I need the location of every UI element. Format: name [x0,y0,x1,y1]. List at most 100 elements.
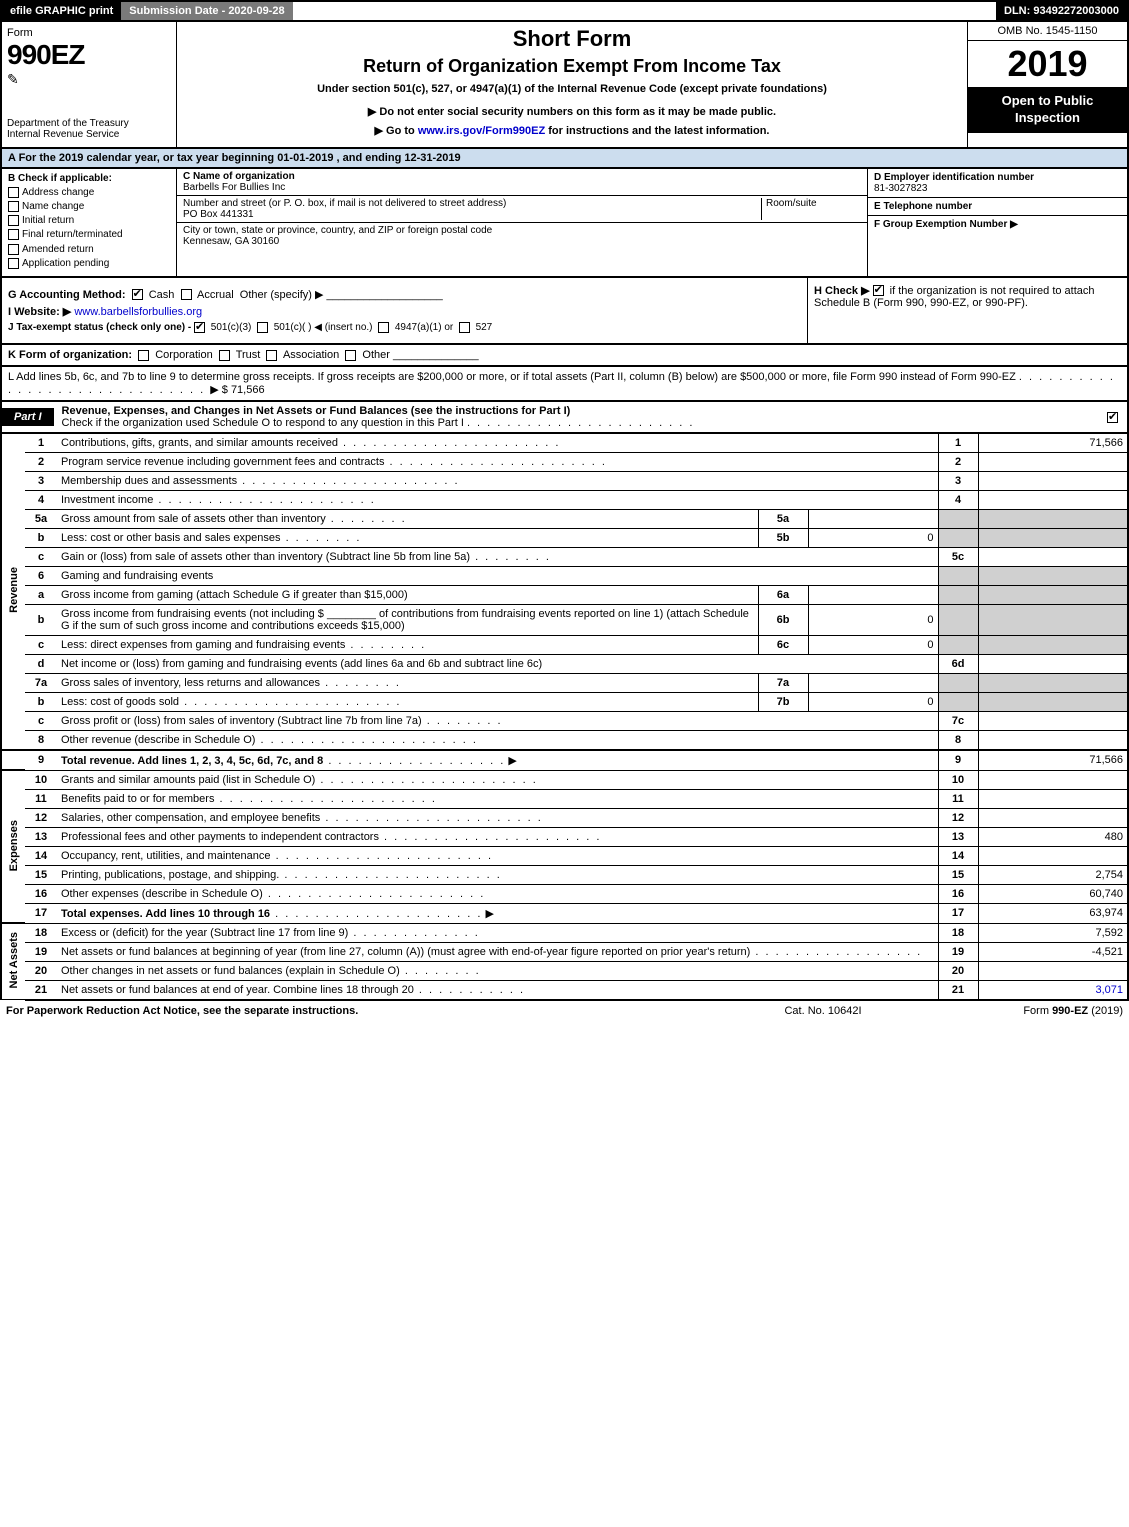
line-21-desc: Net assets or fund balances at end of ye… [57,980,938,1000]
line-6-no: 6 [25,566,57,585]
line-7b-desc: Less: cost of goods sold [57,692,758,711]
line-6a-num-shaded [938,585,978,604]
line-2-val [978,452,1128,471]
row-l: L Add lines 5b, 6c, and 7b to line 9 to … [0,367,1129,402]
line-6c-no: c [25,635,57,654]
line-7a-desc: Gross sales of inventory, less returns a… [57,673,758,692]
line-6c-val-shaded [978,635,1128,654]
line-19-desc: Net assets or fund balances at beginning… [57,942,938,961]
line-14-val [978,846,1128,865]
expenses-side-label: Expenses [1,770,25,923]
line-5b-sub: 5b [758,528,808,547]
part1-tag: Part I [2,408,54,426]
line-15-no: 15 [25,865,57,884]
b-label: B Check if applicable: [8,173,170,184]
line-6b-no: b [25,604,57,635]
e-label: E Telephone number [874,201,1121,212]
line-6d-desc: Net income or (loss) from gaming and fun… [57,654,938,673]
header-center: Short Form Return of Organization Exempt… [177,22,967,147]
col-c-org-info: C Name of organization Barbells For Bull… [177,169,867,276]
check-application-pending[interactable]: Application pending [8,258,170,269]
check-accrual[interactable] [181,289,192,300]
dln-label: DLN: 93492272003000 [996,2,1127,20]
line-18-num: 18 [938,923,978,942]
top-bar: efile GRAPHIC print Submission Date - 20… [0,0,1129,22]
line-21-num: 21 [938,980,978,1000]
line-17-num: 17 [938,903,978,923]
section-ghij: G Accounting Method: Cash Accrual Other … [0,278,1129,345]
line-15-val: 2,754 [978,865,1128,884]
check-amended-return[interactable]: Amended return [8,244,170,255]
revenue-total-spacer [1,750,25,771]
efile-print-label[interactable]: efile GRAPHIC print [2,2,121,20]
line-21-no: 21 [25,980,57,1000]
check-501c[interactable] [257,322,268,333]
city-value: Kennesaw, GA 30160 [183,236,279,247]
form-header: Form 990EZ ✎ Department of the Treasury … [0,22,1129,149]
part1-schedule-o-check[interactable] [1101,408,1127,426]
ein-value: 81-3027823 [874,183,1121,194]
city-label: City or town, state or province, country… [183,225,492,236]
c-label: C Name of organization [183,171,861,182]
under-section-text: Under section 501(c), 527, or 4947(a)(1)… [187,83,957,95]
i-website: I Website: ▶ www.barbellsforbullies.org [8,305,801,318]
line-11-no: 11 [25,789,57,808]
line-6b-sub: 6b [758,604,808,635]
g-accounting-method: G Accounting Method: Cash Accrual Other … [8,288,801,301]
line-6-num-shaded [938,566,978,585]
check-501c3[interactable] [194,322,205,333]
line-5a-num-shaded [938,509,978,528]
line-7b-val-shaded [978,692,1128,711]
tax-year: 2019 [968,41,1127,87]
line-4-no: 4 [25,490,57,509]
check-cash[interactable] [132,289,143,300]
line-6c-sub: 6c [758,635,808,654]
line-7a-subval [808,673,938,692]
line-9-desc: Total revenue. Add lines 1, 2, 3, 4, 5c,… [57,750,938,771]
check-address-change[interactable]: Address change [8,187,170,198]
addr-label: Number and street (or P. O. box, if mail… [183,198,506,209]
part1-lines-table: Revenue 1 Contributions, gifts, grants, … [0,434,1129,1001]
line-18-no: 18 [25,923,57,942]
line-8-desc: Other revenue (describe in Schedule O) [57,730,938,750]
check-trust[interactable] [219,350,230,361]
check-527[interactable] [459,322,470,333]
line-10-no: 10 [25,770,57,789]
check-corp[interactable] [138,350,149,361]
line-19-val: -4,521 [978,942,1128,961]
line-7c-val [978,711,1128,730]
line-7a-num-shaded [938,673,978,692]
line-17-desc: Total expenses. Add lines 10 through 16 … [57,903,938,923]
check-final-return[interactable]: Final return/terminated [8,229,170,240]
irs-link[interactable]: www.irs.gov/Form990EZ [418,125,545,137]
line-7a-no: 7a [25,673,57,692]
line-2-no: 2 [25,452,57,471]
check-name-change[interactable]: Name change [8,201,170,212]
spacer [293,2,996,20]
line-20-num: 20 [938,961,978,980]
line-18-val: 7,592 [978,923,1128,942]
line-5b-num-shaded [938,528,978,547]
line-7c-desc: Gross profit or (loss) from sales of inv… [57,711,938,730]
line-13-val: 480 [978,827,1128,846]
part1-header: Part I Revenue, Expenses, and Changes in… [0,402,1129,434]
line-14-num: 14 [938,846,978,865]
line-4-val [978,490,1128,509]
line-6c-num-shaded [938,635,978,654]
check-assoc[interactable] [266,350,277,361]
line-5b-desc: Less: cost or other basis and sales expe… [57,528,758,547]
line-5c-desc: Gain or (loss) from sale of assets other… [57,547,938,566]
website-link[interactable]: www.barbellsforbullies.org [74,306,202,318]
check-h[interactable] [873,285,884,296]
line-6a-val-shaded [978,585,1128,604]
check-initial-return[interactable]: Initial return [8,215,170,226]
line-1-desc: Contributions, gifts, grants, and simila… [57,434,938,453]
check-other-org[interactable] [345,350,356,361]
footer-left: For Paperwork Reduction Act Notice, see … [6,1005,723,1017]
check-4947[interactable] [378,322,389,333]
line-7b-subval: 0 [808,692,938,711]
revenue-side-label: Revenue [1,434,25,750]
line-6a-desc: Gross income from gaming (attach Schedul… [57,585,758,604]
line-6b-desc: Gross income from fundraising events (no… [57,604,758,635]
line-11-val [978,789,1128,808]
